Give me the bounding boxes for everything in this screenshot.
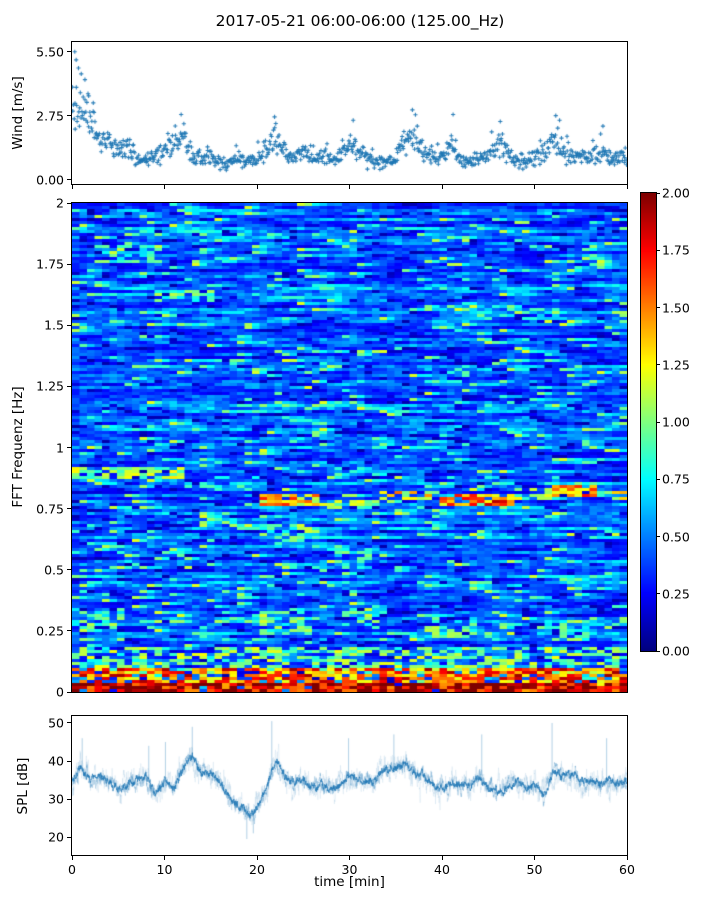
y-tick-mark	[67, 508, 71, 510]
y-tick-mark	[67, 798, 71, 800]
y-tick-label: 0.25	[36, 623, 64, 639]
y-tick-mark	[67, 836, 71, 838]
y-tick-label: 40	[48, 753, 64, 769]
x-tick-mark	[164, 856, 165, 860]
y-tick-mark	[67, 324, 71, 326]
x-tick-mark	[534, 856, 535, 860]
x-tick-mark	[441, 856, 443, 860]
x-axis-label: time [min]	[314, 874, 385, 890]
x-tick-mark	[626, 185, 628, 189]
y-tick-mark	[67, 630, 71, 632]
colorbar-tick-label: 0.25	[662, 586, 690, 602]
colorbar-tick-label: 0.00	[662, 643, 690, 659]
y-tick-label: 20	[48, 829, 64, 845]
y-tick-mark	[67, 115, 71, 117]
x-tick-mark	[71, 185, 73, 189]
colorbar-gradient	[641, 193, 656, 651]
x-tick-label: 10	[156, 862, 173, 877]
y-tick-label: 50	[48, 715, 64, 731]
x-tick-label: 50	[526, 862, 543, 877]
spl-y-axis-label: SPL [dB]	[15, 757, 31, 815]
spectrogram-heatmap	[72, 203, 627, 692]
y-tick-mark	[67, 385, 71, 387]
y-tick-mark	[67, 722, 71, 724]
colorbar-tick-label: 0.50	[662, 529, 690, 544]
x-tick-mark	[534, 185, 535, 189]
y-tick-label: 5.50	[36, 44, 64, 60]
y-tick-label: 0.00	[36, 172, 64, 188]
x-tick-label: 30	[341, 862, 358, 877]
y-tick-label: 1.5	[44, 317, 64, 333]
colorbar-tick-label: 2.00	[662, 185, 690, 201]
colorbar-tick-mark	[657, 650, 660, 652]
x-tick-mark	[71, 856, 73, 860]
x-tick-label: 40	[434, 862, 450, 877]
x-tick-mark	[256, 185, 258, 189]
colorbar-tick-label: 0.75	[662, 471, 690, 487]
y-tick-label: 0.5	[44, 562, 64, 578]
y-tick-label: 0	[56, 684, 64, 700]
x-tick-mark	[164, 185, 165, 189]
y-tick-label: 2.75	[36, 108, 64, 124]
y-tick-label: 1	[56, 440, 64, 455]
x-tick-mark	[626, 856, 628, 860]
x-tick-mark	[256, 856, 258, 860]
colorbar-tick-mark	[657, 249, 660, 251]
spectrogram-y-axis-label: FFT Frequenz [Hz]	[10, 386, 26, 508]
colorbar-tick-mark	[657, 307, 660, 308]
y-tick-label: 2	[56, 195, 64, 211]
y-tick-mark	[67, 51, 71, 53]
colorbar-tick-label: 1.75	[662, 242, 690, 258]
y-tick-mark	[67, 179, 71, 181]
colorbar-tick-label: 1.25	[662, 357, 690, 373]
figure-title: 2017-05-21 06:00-06:00 (125.00_Hz)	[215, 12, 505, 30]
colorbar-tick-mark	[657, 364, 660, 366]
y-tick-mark	[67, 447, 71, 448]
y-tick-mark	[67, 691, 71, 693]
y-tick-mark	[67, 202, 71, 204]
y-tick-mark	[67, 263, 71, 265]
y-tick-label: 1.75	[36, 256, 64, 272]
x-tick-label: 20	[249, 862, 265, 877]
x-tick-label: 60	[619, 862, 635, 877]
y-tick-label: 1.25	[36, 378, 64, 394]
colorbar-tick-mark	[657, 421, 660, 423]
spl-line-plot	[72, 716, 627, 855]
x-tick-label: 0	[68, 862, 76, 877]
x-tick-mark	[349, 185, 350, 189]
colorbar-tick-label: 1.50	[662, 300, 690, 315]
x-tick-mark	[441, 185, 443, 189]
wind-y-axis-label: Wind [m/s]	[10, 76, 26, 150]
y-tick-mark	[67, 569, 71, 571]
colorbar-tick-label: 1.00	[662, 414, 690, 430]
colorbar-tick-mark	[657, 478, 660, 480]
wind-scatter-plot	[72, 42, 627, 184]
y-tick-label: 0.75	[36, 501, 64, 517]
colorbar-tick-mark	[657, 192, 660, 194]
x-tick-mark	[349, 856, 350, 860]
colorbar-tick-mark	[657, 536, 660, 537]
colorbar-tick-mark	[657, 593, 660, 595]
y-tick-label: 30	[48, 791, 64, 807]
y-tick-mark	[67, 760, 71, 762]
